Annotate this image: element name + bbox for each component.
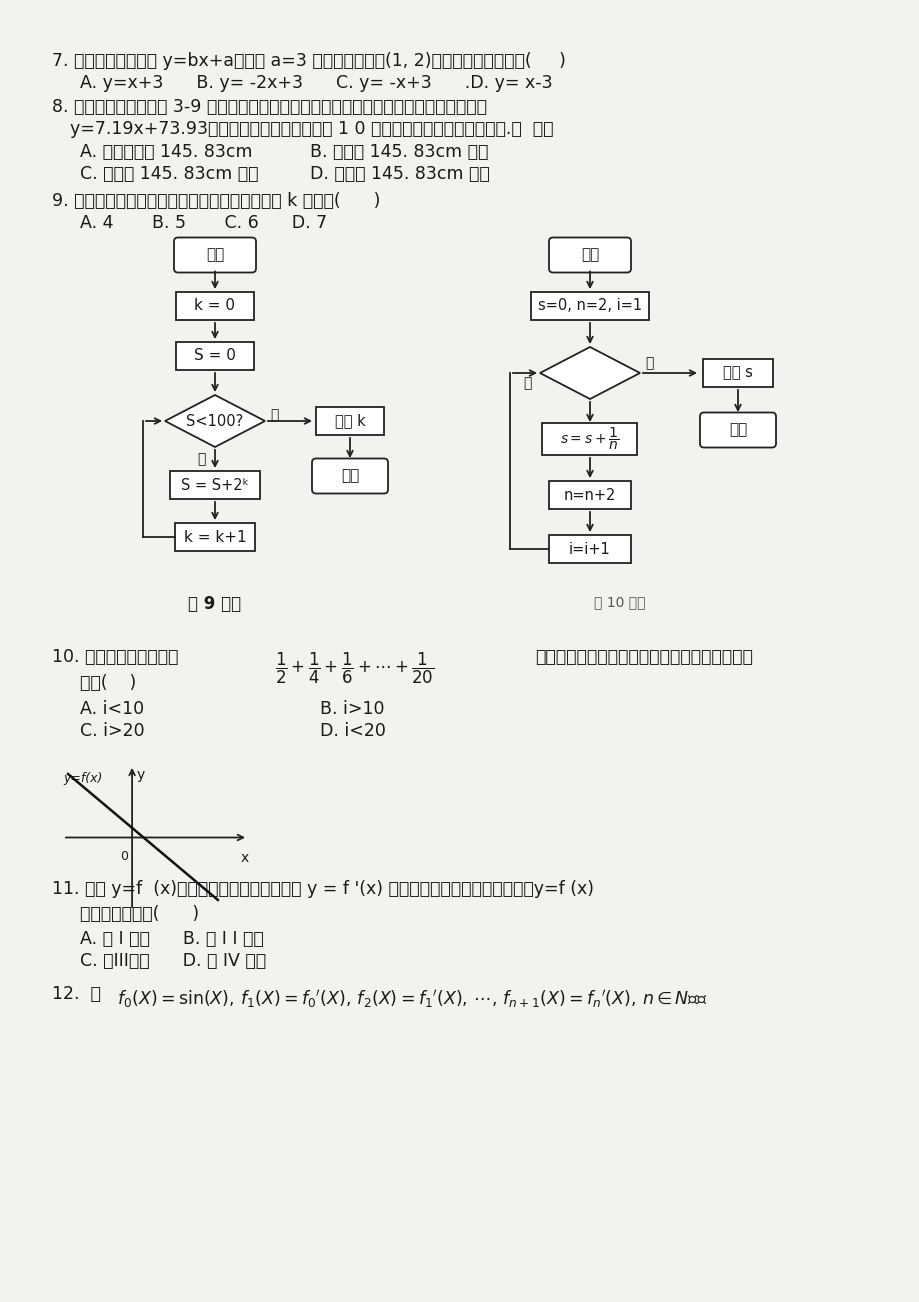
Text: C. 身高在 145. 83cm 左右: C. 身高在 145. 83cm 左右 xyxy=(80,165,258,184)
Bar xyxy=(170,471,260,499)
Text: 开始: 开始 xyxy=(580,247,598,263)
Text: k = 0: k = 0 xyxy=(194,298,235,314)
Text: 11. 函数 y=f  (x)的图象过原点且它的导函数 y = f '(x) 的图象是如图所示的一条直线，y=f (x): 11. 函数 y=f (x)的图象过原点且它的导函数 y = f '(x) 的图… xyxy=(52,880,594,898)
Bar xyxy=(175,523,255,551)
Text: 输出 k: 输出 k xyxy=(335,414,365,428)
Text: 结束: 结束 xyxy=(341,469,358,483)
Text: C. 第III象限      D. 第 IV 象限: C. 第III象限 D. 第 IV 象限 xyxy=(80,952,266,970)
Text: 0: 0 xyxy=(120,849,128,862)
FancyBboxPatch shape xyxy=(312,458,388,493)
Text: 是: 是 xyxy=(197,452,205,466)
Bar xyxy=(176,342,254,370)
Text: 是: 是 xyxy=(644,355,652,370)
Text: 的值的一个程序框图，其中判断框内应填入的条: 的值的一个程序框图，其中判断框内应填入的条 xyxy=(535,648,752,667)
Text: 否: 否 xyxy=(269,408,278,422)
Text: D. 身高在 145. 83cm 以下: D. 身高在 145. 83cm 以下 xyxy=(310,165,489,184)
Text: k = k+1: k = k+1 xyxy=(184,530,246,544)
FancyBboxPatch shape xyxy=(549,237,630,272)
Text: A. 身高一定是 145. 83cm: A. 身高一定是 145. 83cm xyxy=(80,143,252,161)
Text: B. 身高在 145. 83cm 以上: B. 身高在 145. 83cm 以上 xyxy=(310,143,488,161)
Polygon shape xyxy=(539,348,640,398)
Text: 的图象的顶点在(      ): 的图象的顶点在( ) xyxy=(80,905,199,923)
Text: A. 第 I 象限      B. 第 I I 象限: A. 第 I 象限 B. 第 I I 象限 xyxy=(80,930,264,948)
Bar xyxy=(549,535,630,562)
Text: 件是(    ): 件是( ) xyxy=(80,674,136,691)
Text: 12.  设: 12. 设 xyxy=(52,986,101,1003)
Text: 9. 某程序框图如下图所示，该程序运行后输出的 k 的值是(      ): 9. 某程序框图如下图所示，该程序运行后输出的 k 的值是( ) xyxy=(52,191,380,210)
Text: 第 10 题图: 第 10 题图 xyxy=(594,595,645,609)
Text: y=f(x): y=f(x) xyxy=(62,772,102,785)
Text: y: y xyxy=(136,768,144,783)
Text: 8. 一位母亲记录了儿子 3-9 岁的身高，数据（略），由此建立的身高与年龄的回归模型为: 8. 一位母亲记录了儿子 3-9 岁的身高，数据（略），由此建立的身高与年龄的回… xyxy=(52,98,486,116)
Text: A. i<10: A. i<10 xyxy=(80,700,144,717)
Text: S<100?: S<100? xyxy=(187,414,244,428)
Text: A. 4       B. 5       C. 6      D. 7: A. 4 B. 5 C. 6 D. 7 xyxy=(80,214,327,232)
Text: x: x xyxy=(241,850,249,865)
Text: y=7.19x+73.93，用这个模型预测这个孩子 1 0 岁时的身高，则正确的叙述是.（  ）：: y=7.19x+73.93，用这个模型预测这个孩子 1 0 岁时的身高，则正确的… xyxy=(70,120,553,138)
Text: S = S+2ᵏ: S = S+2ᵏ xyxy=(181,478,249,492)
Text: $\dfrac{1}{2}+\dfrac{1}{4}+\dfrac{1}{6}+\cdots+\dfrac{1}{20}$: $\dfrac{1}{2}+\dfrac{1}{4}+\dfrac{1}{6}+… xyxy=(275,651,434,686)
FancyBboxPatch shape xyxy=(699,413,775,448)
Text: A. y=x+3      B. y= -2x+3      C. y= -x+3      .D. y= x-3: A. y=x+3 B. y= -2x+3 C. y= -x+3 .D. y= x… xyxy=(80,74,552,92)
Text: $f_0(X)=\sin(X),\,f_1(X)=f_0{}'(X),\,f_2(X)=f_1{}'(X),\,\cdots,\,f_{n+1}(X)=f_n{: $f_0(X)=\sin(X),\,f_1(X)=f_0{}'(X),\,f_2… xyxy=(117,988,707,1010)
Text: B. i>10: B. i>10 xyxy=(320,700,384,717)
Text: 7. 已知回归直线方程 y=bx+a，其中 a=3 且样本点中心为(1, 2)，则回归直线方程为(     ): 7. 已知回归直线方程 y=bx+a，其中 a=3 且样本点中心为(1, 2)，… xyxy=(52,52,565,70)
Text: 第 9 题图: 第 9 题图 xyxy=(188,595,242,613)
Bar xyxy=(530,292,648,320)
Text: n=n+2: n=n+2 xyxy=(563,487,616,503)
Bar xyxy=(702,359,772,387)
Bar xyxy=(549,480,630,509)
Text: 10. 如下图给出的是计算: 10. 如下图给出的是计算 xyxy=(52,648,178,667)
Bar xyxy=(176,292,254,320)
Text: i=i+1: i=i+1 xyxy=(569,542,610,556)
Text: S = 0: S = 0 xyxy=(194,349,235,363)
Text: 结束: 结束 xyxy=(728,423,746,437)
Text: C. i>20: C. i>20 xyxy=(80,723,144,740)
Text: 输出 s: 输出 s xyxy=(722,366,752,380)
Text: D. i<20: D. i<20 xyxy=(320,723,385,740)
Text: 否: 否 xyxy=(523,376,531,391)
Bar xyxy=(315,408,383,435)
Polygon shape xyxy=(165,395,265,447)
Bar xyxy=(542,423,637,454)
Text: 开始: 开始 xyxy=(206,247,224,263)
FancyBboxPatch shape xyxy=(174,237,255,272)
Text: s=0, n=2, i=1: s=0, n=2, i=1 xyxy=(538,298,641,314)
Text: $s=s+\dfrac{1}{n}$: $s=s+\dfrac{1}{n}$ xyxy=(560,426,619,452)
